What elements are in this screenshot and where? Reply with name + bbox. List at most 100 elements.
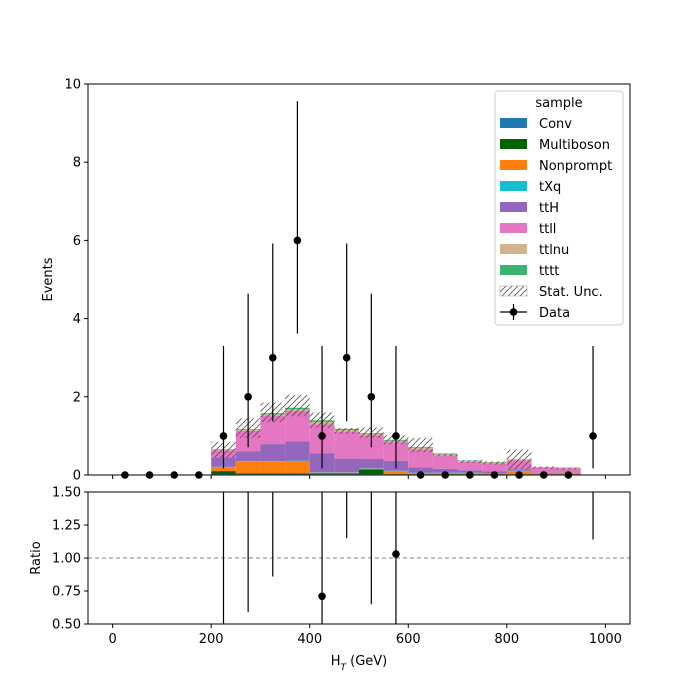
stat-unc-band (482, 461, 507, 465)
x-tick-label: 200 (199, 632, 224, 647)
main-plot-panel: 0 2 4 6 8 10 Events sample Conv Multiboson Nonp… (41, 78, 631, 484)
ratio-y-tick-label: 0.50 (52, 618, 81, 633)
main-plot-frame (87, 83, 631, 476)
legend-swatch-ttll (500, 223, 527, 233)
y-tick-label: 10 (64, 78, 81, 93)
ratio-plot-frame (87, 491, 631, 625)
data-point (268, 353, 277, 362)
x-tick-label: 400 (297, 632, 322, 647)
bar-ttll (432, 455, 458, 469)
bar-nonprompt (383, 471, 409, 475)
ratio-points (222, 492, 594, 624)
y-axis-ticks: 0 2 4 6 8 10 (64, 78, 88, 484)
stat-unc-band (285, 394, 310, 417)
legend: sample Conv Multiboson Nonprompt tXq ttH ttll… (494, 90, 624, 326)
ratio-y-tick-label: 1.25 (52, 519, 81, 534)
stat-unc-band (432, 453, 458, 457)
bar-nonprompt (334, 472, 359, 474)
data-point (318, 432, 326, 440)
x-axis-label: HT (GeV) (331, 654, 388, 673)
legend-swatch-txq (500, 181, 527, 191)
x-tick-label: 1000 (589, 632, 622, 647)
data-point (293, 236, 302, 245)
bar-tth (334, 458, 359, 473)
ratio-point (318, 592, 326, 601)
bar-multiboson (235, 473, 261, 475)
ratio-y-tick-label: 1.50 (52, 486, 81, 501)
bar-multiboson (260, 473, 286, 475)
legend-swatch-nonprompt (500, 160, 527, 170)
x-axis-ticks: 0 200 400 600 800 1000 (108, 624, 622, 647)
ratio-y-axis-ticks: 0.50 0.75 1.00 1.25 1.50 (52, 486, 88, 633)
bar-ttll (457, 461, 483, 471)
bar-ttll (408, 449, 433, 468)
bar-multiboson (211, 471, 236, 475)
bar-tth (408, 467, 433, 473)
x-tick-label: 600 (396, 632, 421, 647)
y-tick-label: 8 (73, 156, 81, 171)
y-tick-label: 6 (73, 234, 81, 249)
data-point (244, 393, 252, 401)
ratio-y-tick-label: 0.75 (52, 585, 81, 600)
bar-multiboson (359, 469, 384, 475)
bar-tth (285, 441, 310, 461)
bar-multiboson (285, 473, 310, 475)
x-axis-ticks-top (112, 475, 606, 479)
bar-multiboson (334, 473, 359, 475)
legend-swatch-conv (500, 118, 527, 128)
legend-swatch-data (509, 308, 518, 316)
bar-ttll (556, 468, 581, 473)
x-tick-label: 0 (108, 632, 116, 647)
legend-swatch-stat-unc (499, 285, 528, 297)
legend-label-ttll: ttll (539, 222, 556, 237)
legend-swatch-ttlnu (500, 244, 527, 254)
legend-label-stat-unc: Stat. Unc. (539, 285, 603, 300)
legend-label-data: Data (539, 306, 570, 321)
bar-tth (235, 451, 261, 462)
y-tick-label: 2 (73, 390, 81, 405)
ratio-y-tick-label: 1.00 (52, 552, 81, 567)
bar-tth (359, 458, 384, 469)
ratio-point (392, 550, 400, 558)
bar-tth (506, 469, 532, 471)
stat-unc-band (334, 428, 359, 434)
legend-label-nonprompt: Nonprompt (539, 159, 612, 174)
bar-nonprompt (211, 467, 236, 472)
bar-nonprompt (235, 461, 261, 474)
legend-label-tttt: tttt (539, 264, 559, 279)
bar-nonprompt (260, 461, 286, 474)
legend-label-conv: Conv (539, 117, 572, 132)
bar-tth (260, 444, 286, 462)
legend-label-txq: tXq (539, 180, 561, 195)
legend-swatch-tth (500, 202, 527, 212)
bar-nonprompt (359, 468, 384, 470)
legend-label-ttlnu: ttlnu (539, 243, 569, 258)
stat-unc-band (531, 466, 557, 469)
legend-label-multiboson: Multiboson (539, 138, 610, 153)
x-tick-label: 800 (494, 632, 519, 647)
data-point (219, 432, 228, 440)
bar-nonprompt (309, 472, 335, 474)
legend-swatch-tttt (500, 265, 527, 275)
legend-title: sample (535, 96, 582, 111)
stat-unc-band (408, 437, 433, 453)
bar-nonprompt (285, 460, 310, 474)
data-point (392, 432, 400, 440)
y-tick-label: 0 (73, 469, 81, 484)
bar-multiboson (309, 473, 335, 475)
data-point (342, 353, 351, 362)
bar-ttll (334, 431, 359, 459)
legend-items: Conv Multiboson Nonprompt tXq ttH ttll ttlnu tt… (499, 117, 612, 321)
bar-ttll (531, 467, 557, 473)
stat-unc-band (457, 460, 483, 463)
data-point (589, 432, 597, 440)
y-axis-label-events: Events (41, 257, 56, 301)
y-axis-label-ratio: Ratio (29, 541, 44, 574)
ratio-plot-panel: 0.50 0.75 1.00 1.25 1.50 0 200 400 600 800 1000 R… (29, 486, 631, 673)
y-tick-label: 4 (73, 312, 81, 327)
legend-label-tth: ttH (539, 201, 559, 216)
legend-swatch-multiboson (500, 139, 527, 149)
data-point (367, 393, 376, 401)
stat-unc-band (506, 449, 532, 470)
